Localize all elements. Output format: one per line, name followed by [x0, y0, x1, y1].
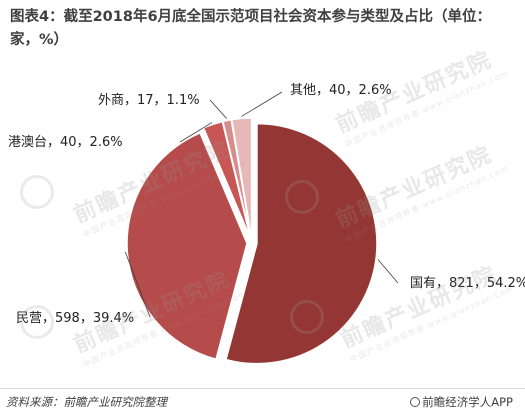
pie-slice-1	[126, 131, 248, 361]
brand-label: 前瞻经济学人APP	[422, 395, 513, 409]
pie-slice-4	[230, 117, 253, 239]
slice-label-4: 其他，40，2.6%	[290, 83, 392, 98]
leader-line-3	[209, 99, 227, 119]
qianzhan-logo-icon	[410, 397, 421, 407]
leader-line-2	[179, 122, 213, 143]
pie-chart: 国有，821，54.2% 民营，598，39.4% 港澳台，40，2.6% 外商，17…	[8, 83, 525, 365]
slice-label-3: 外商，17，1.1%	[98, 93, 200, 108]
slice-label-2: 港澳台，40，2.6%	[8, 134, 123, 150]
slice-label-0: 国有，821，54.2%	[410, 276, 525, 291]
source-note: 资料来源：前瞻产业研究院整理	[6, 395, 167, 409]
brand-credit: 前瞻经济学人APP	[410, 394, 513, 410]
footer: 资料来源：前瞻产业研究院整理 前瞻经济学人APP	[0, 388, 525, 417]
pie-slice-0	[225, 122, 378, 365]
leader-line-0	[377, 259, 399, 284]
slice-label-1: 民营，598，39.4%	[16, 311, 134, 326]
leader-line-4	[241, 91, 283, 117]
leader-line-1	[124, 251, 151, 318]
chart-title: 图表4：截至2018年6月底全国示范项目社会资本参与类型及占比（单位：家，%）	[10, 9, 492, 48]
